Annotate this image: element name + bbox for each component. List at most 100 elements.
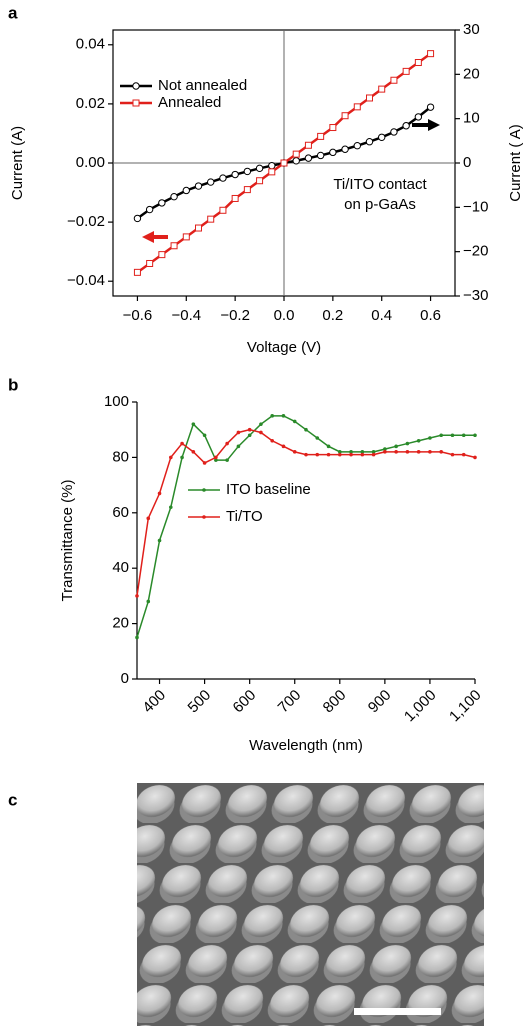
y2-tick-label: 0 bbox=[463, 154, 471, 171]
x-tick-label: −0.6 bbox=[123, 307, 153, 324]
y-tick-label: 80 bbox=[112, 448, 129, 465]
panel-label: b bbox=[8, 375, 18, 394]
x-axis-label: Wavelength (nm) bbox=[249, 737, 363, 754]
marker bbox=[428, 436, 432, 440]
sem-image bbox=[137, 783, 484, 1026]
x-tick-label: 700 bbox=[275, 687, 305, 717]
y-tick-label: 0.04 bbox=[76, 36, 105, 53]
marker bbox=[133, 214, 142, 223]
marker bbox=[428, 450, 432, 454]
marker bbox=[133, 268, 141, 276]
marker bbox=[353, 142, 361, 150]
marker bbox=[236, 430, 241, 435]
marker bbox=[341, 145, 349, 153]
marker bbox=[416, 438, 421, 443]
legend-label: Not annealed bbox=[158, 77, 247, 94]
marker bbox=[145, 205, 154, 214]
marker bbox=[349, 452, 353, 457]
marker bbox=[231, 170, 239, 179]
x-tick-label: 800 bbox=[320, 687, 350, 717]
y-tick-label: 40 bbox=[112, 559, 129, 576]
marker bbox=[191, 422, 196, 426]
marker bbox=[292, 150, 300, 158]
marker bbox=[338, 452, 342, 457]
x-tick-label: 0.4 bbox=[371, 307, 392, 324]
marker bbox=[247, 427, 252, 432]
marker bbox=[195, 224, 202, 232]
marker bbox=[394, 450, 398, 454]
marker bbox=[426, 103, 435, 111]
marker bbox=[439, 433, 444, 438]
marker bbox=[304, 141, 312, 149]
y2-axis-label: Current ( A) bbox=[507, 124, 524, 202]
y-tick-label: 60 bbox=[112, 504, 129, 521]
y-tick-label: 0.02 bbox=[76, 95, 105, 112]
marker bbox=[219, 206, 227, 214]
legend-marker bbox=[202, 488, 206, 492]
marker bbox=[439, 450, 444, 454]
marker bbox=[182, 186, 190, 195]
marker bbox=[225, 441, 229, 446]
marker bbox=[146, 516, 151, 521]
marker bbox=[378, 85, 386, 93]
marker bbox=[394, 444, 398, 449]
marker bbox=[281, 444, 286, 449]
marker bbox=[353, 103, 361, 111]
legend-label: Ti/TO bbox=[226, 508, 263, 525]
x-tick-label: 500 bbox=[185, 687, 215, 717]
y-tick-label: −0.02 bbox=[67, 213, 105, 230]
marker bbox=[371, 452, 376, 457]
marker bbox=[225, 458, 229, 462]
marker bbox=[292, 157, 300, 165]
panel-label: c bbox=[8, 790, 17, 809]
marker bbox=[236, 444, 241, 449]
marker bbox=[450, 433, 455, 438]
x-tick-label: 400 bbox=[139, 687, 169, 717]
x-tick-label: 900 bbox=[365, 687, 395, 717]
marker bbox=[135, 594, 139, 598]
marker bbox=[202, 433, 207, 438]
marker bbox=[169, 455, 173, 460]
marker bbox=[180, 441, 184, 446]
marker bbox=[280, 159, 288, 167]
marker bbox=[281, 414, 286, 418]
marker bbox=[338, 450, 342, 454]
marker bbox=[304, 452, 308, 457]
marker bbox=[182, 233, 190, 241]
x-tick-label: 0.0 bbox=[274, 307, 295, 324]
marker bbox=[157, 491, 162, 496]
marker bbox=[349, 450, 353, 454]
marker bbox=[207, 178, 215, 186]
y-tick-label: 100 bbox=[104, 393, 129, 410]
x-tick-label: 0.6 bbox=[420, 307, 441, 324]
annotation: Ti/ITO contact bbox=[333, 176, 427, 193]
marker bbox=[378, 133, 386, 141]
marker bbox=[416, 450, 421, 454]
marker bbox=[317, 132, 325, 140]
x-tick-label: 1,100 bbox=[446, 687, 485, 726]
x-tick-label: 600 bbox=[230, 687, 260, 717]
marker bbox=[402, 122, 410, 130]
marker bbox=[383, 447, 387, 451]
x-tick-label: 0.2 bbox=[322, 307, 343, 324]
marker bbox=[405, 441, 410, 446]
legend-marker bbox=[202, 515, 206, 519]
marker bbox=[157, 538, 162, 543]
marker bbox=[191, 450, 196, 454]
marker bbox=[316, 151, 325, 160]
marker bbox=[202, 461, 207, 465]
axis-arrow bbox=[142, 231, 168, 243]
y-tick-label: 0.00 bbox=[76, 154, 105, 171]
marker bbox=[360, 452, 365, 457]
marker bbox=[219, 174, 227, 182]
marker bbox=[158, 251, 166, 259]
marker bbox=[329, 124, 337, 132]
marker bbox=[268, 168, 276, 176]
marker bbox=[341, 112, 349, 120]
scale-bar bbox=[354, 1008, 441, 1015]
legend-label: Annealed bbox=[158, 94, 221, 111]
marker bbox=[390, 128, 398, 136]
marker bbox=[371, 450, 376, 454]
marker bbox=[390, 76, 398, 84]
